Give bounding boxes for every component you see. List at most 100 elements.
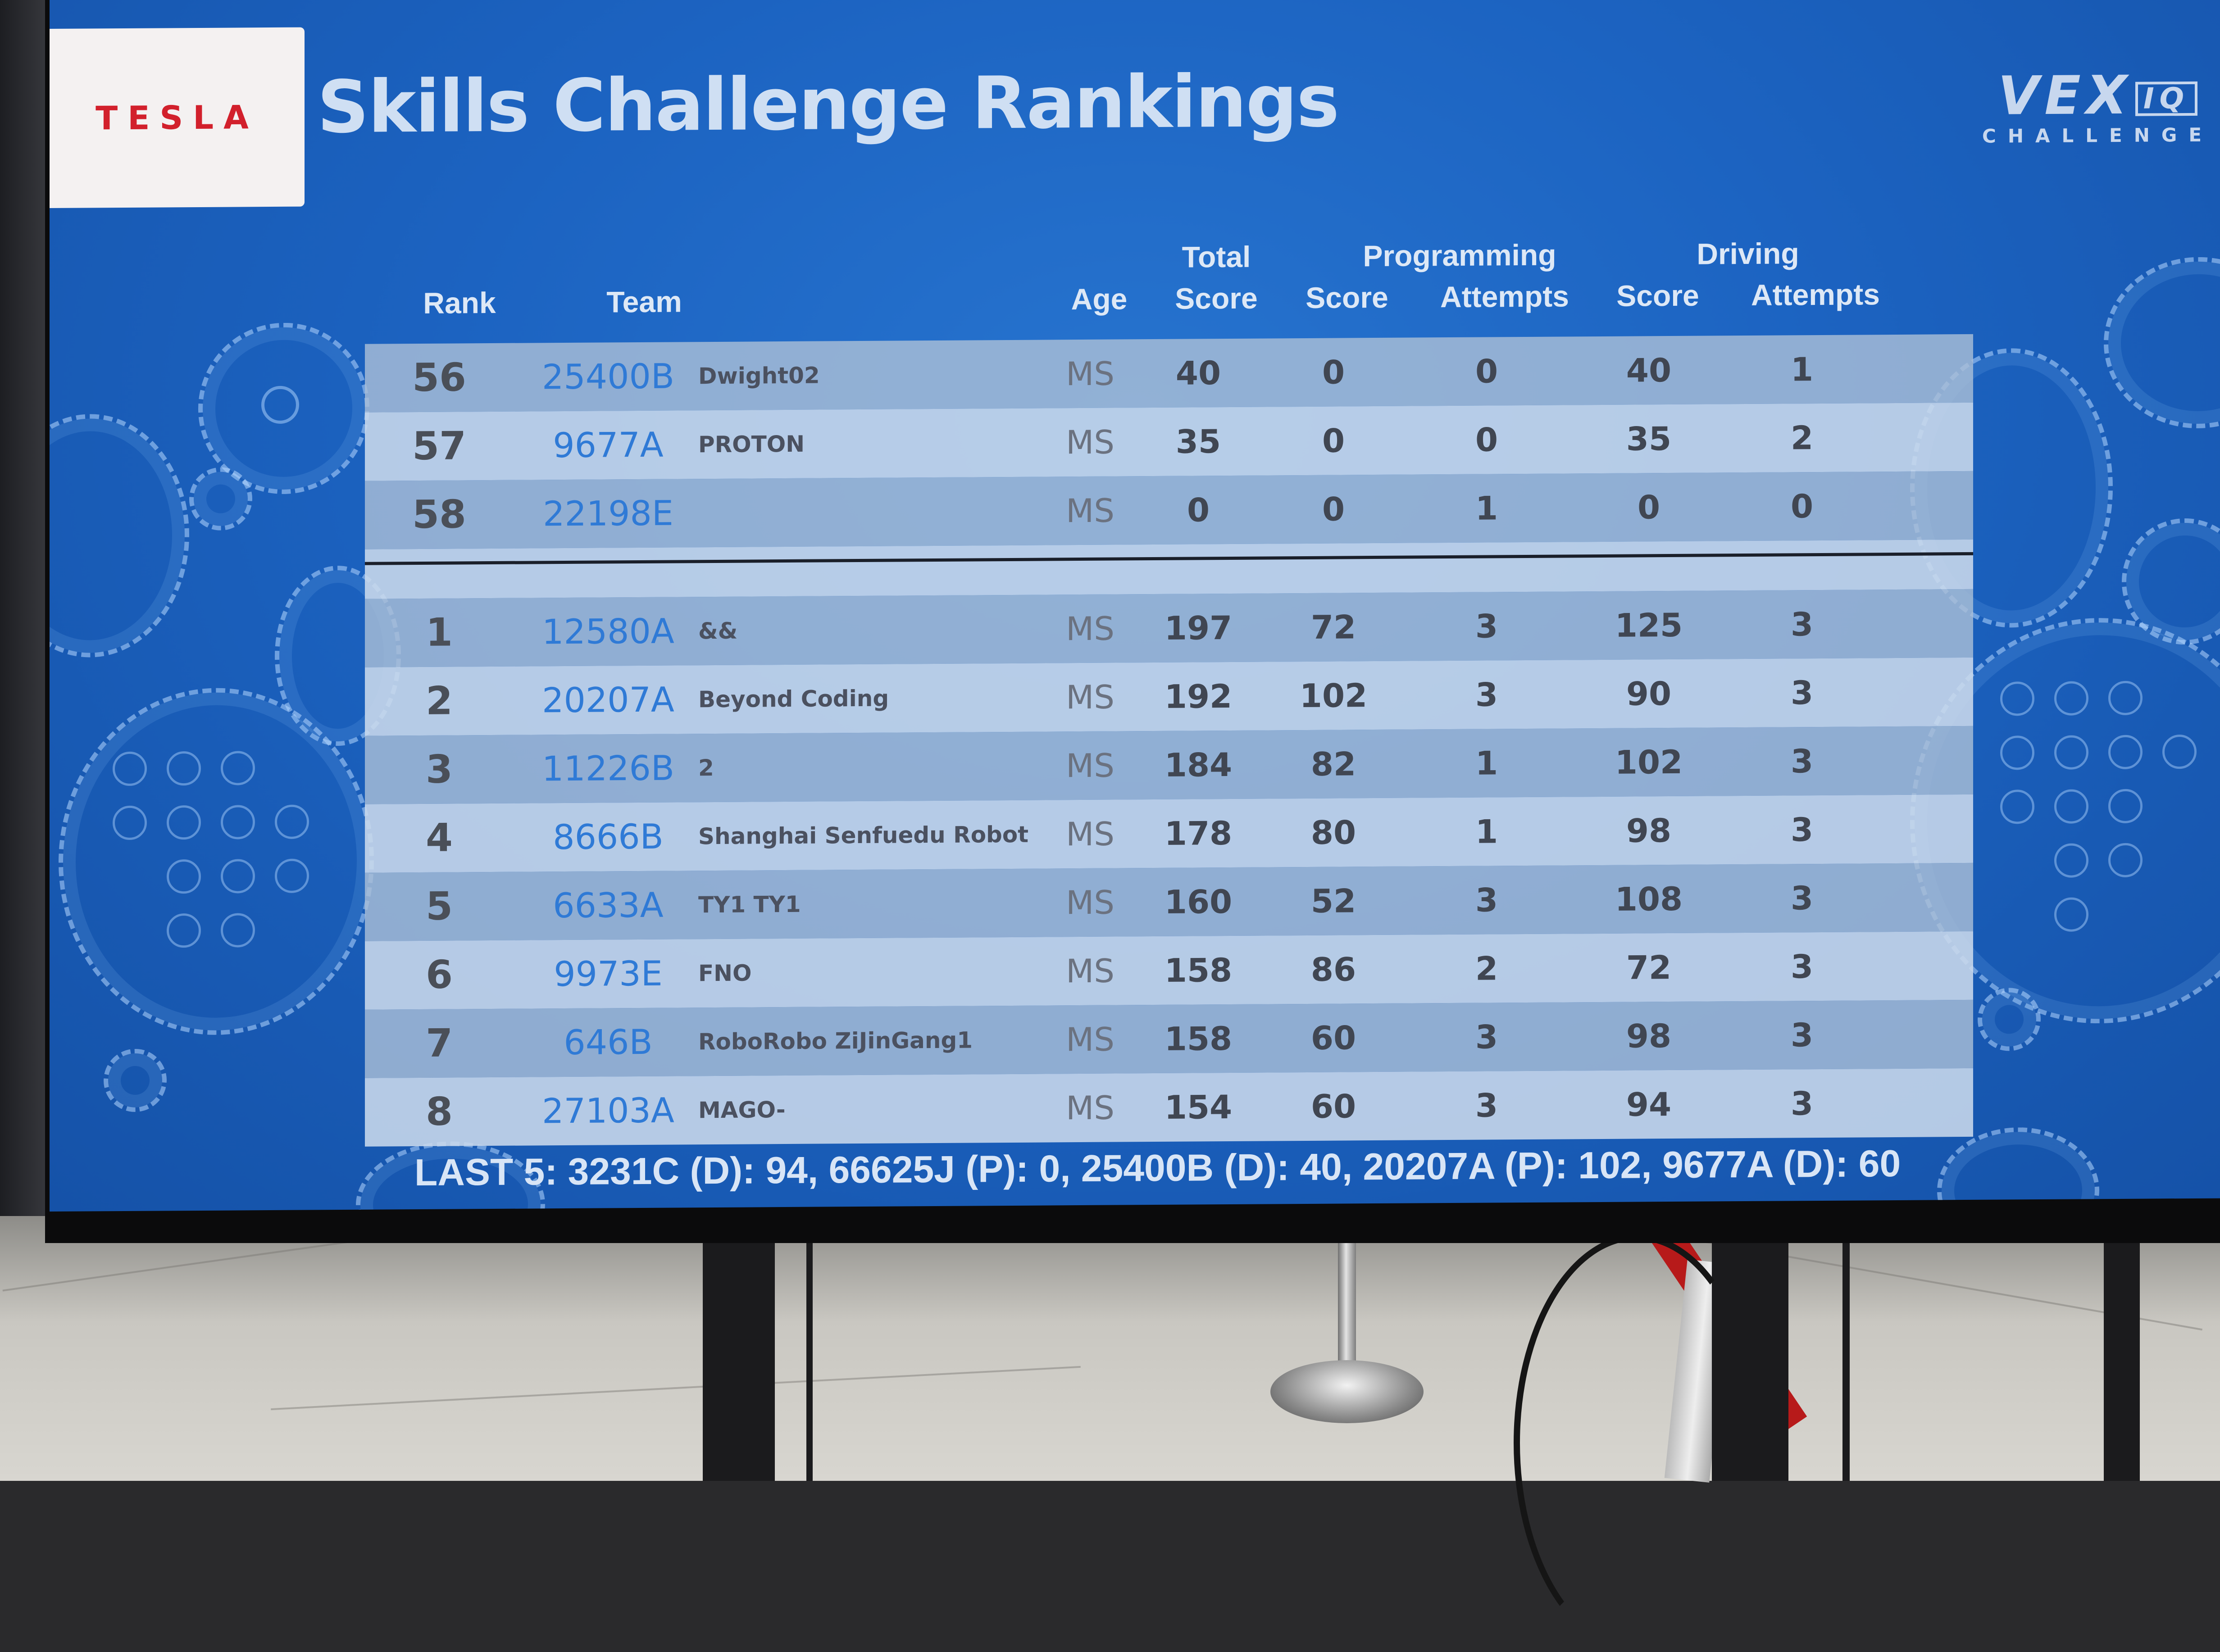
rank-cell: 6 (426, 952, 453, 998)
gear-decoration (2104, 256, 2220, 429)
gear-decoration (1978, 987, 2041, 1051)
rank-cell: 56 (412, 355, 466, 401)
team-name-cell: && (698, 617, 738, 644)
programming-attempts-cell: 1 (1475, 744, 1498, 782)
gear-decoration (59, 687, 374, 1036)
driving-attempts-cell: 3 (1790, 742, 1814, 781)
table-row: 8 27103A MAGO- MS 154 60 3 94 3 (365, 1068, 1973, 1147)
rank-cell: 57 (412, 423, 466, 469)
driving-attempts-cell: 3 (1790, 811, 1814, 849)
team-number-cell: 12580A (542, 611, 674, 652)
column-group-programming: Programming (1363, 238, 1556, 273)
age-cell: MS (1066, 883, 1115, 922)
total-score-cell: 192 (1164, 677, 1233, 716)
team-number-cell: 646B (564, 1021, 653, 1063)
column-header-total-score: Score (1175, 281, 1258, 315)
cable (806, 1234, 813, 1481)
age-cell: MS (1066, 354, 1115, 393)
rank-cell: 7 (426, 1021, 453, 1066)
rank-cell: 4 (426, 815, 453, 861)
age-cell: MS (1066, 678, 1115, 717)
programming-score-cell: 0 (1322, 353, 1345, 391)
rank-cell: 1 (426, 610, 453, 655)
table-divider (365, 539, 1973, 599)
age-cell: MS (1066, 491, 1115, 530)
team-number-cell: 9677A (553, 424, 664, 466)
team-name-cell (698, 477, 1032, 548)
age-cell: MS (1066, 746, 1115, 785)
team-name-cell: MAGO- (698, 1097, 786, 1124)
table-row: 6 9973E FNO MS 158 86 2 72 3 (365, 931, 1973, 1010)
driving-score-cell: 102 (1615, 743, 1683, 781)
tv-stand-leg (2104, 1234, 2140, 1481)
column-group-driving: Driving (1697, 236, 1799, 271)
team-number-cell: 6633A (553, 885, 664, 926)
team-number-cell: 22198E (543, 493, 673, 534)
age-cell: MS (1066, 815, 1115, 853)
column-header-programming-score: Score (1306, 280, 1388, 314)
team-name-cell: Beyond Coding (698, 685, 889, 713)
team-name-cell: Shanghai Senfuedu Robot E (698, 821, 1032, 850)
column-header-programming-attempts: Attempts (1440, 279, 1569, 314)
driving-score-cell: 94 (1626, 1085, 1672, 1124)
age-cell: MS (1066, 1089, 1115, 1127)
driving-score-cell: 98 (1626, 1017, 1672, 1055)
total-score-cell: 0 (1187, 491, 1210, 529)
column-header-age: Age (1071, 282, 1128, 316)
team-name-cell: FNO (698, 960, 752, 987)
gear-decoration (1937, 1127, 2099, 1212)
rank-cell: 58 (412, 492, 466, 538)
programming-score-cell: 80 (1310, 813, 1356, 852)
team-number-cell: 9973E (554, 953, 663, 994)
driving-score-cell: 125 (1615, 606, 1683, 644)
programming-score-cell: 72 (1310, 608, 1356, 646)
stanchion-base (1270, 1360, 1424, 1423)
driving-score-cell: 90 (1626, 675, 1672, 713)
programming-score-cell: 0 (1322, 490, 1345, 528)
table-row: 56 25400B Dwight02 MS 40 0 0 40 1 (365, 334, 1973, 413)
driving-attempts-cell: 3 (1790, 948, 1814, 986)
gear-decoration (50, 413, 189, 658)
cable (1842, 1234, 1850, 1481)
total-score-cell: 178 (1164, 814, 1233, 853)
driving-score-cell: 108 (1615, 880, 1683, 918)
driving-attempts-cell: 3 (1790, 1085, 1814, 1123)
team-number-cell: 11226B (542, 748, 674, 789)
venue-floor (0, 1211, 2220, 1481)
programming-attempts-cell: 1 (1475, 489, 1498, 527)
programming-score-cell: 60 (1310, 1087, 1356, 1126)
driving-attempts-cell: 3 (1790, 1016, 1814, 1054)
column-header-driving-score: Score (1616, 278, 1699, 313)
stanchion-pole (1338, 1234, 1356, 1383)
driving-attempts-cell: 0 (1790, 487, 1814, 526)
total-score-cell: 158 (1164, 1019, 1233, 1058)
age-cell: MS (1066, 423, 1115, 462)
table-row: 58 22198E MS 0 0 1 0 0 (365, 471, 1973, 549)
programming-attempts-cell: 0 (1475, 421, 1498, 459)
driving-attempts-cell: 1 (1790, 350, 1814, 389)
tesla-logo-box: TESLA (50, 27, 305, 209)
programming-attempts-cell: 3 (1475, 607, 1498, 645)
age-cell: MS (1066, 609, 1115, 648)
tv-stand-leg (703, 1234, 775, 1481)
team-name-cell: Dwight02 (698, 362, 820, 390)
table-row: 1 12580A && MS 197 72 3 125 3 (365, 589, 1973, 667)
rank-cell: 3 (426, 747, 453, 792)
table-row: 4 8666B Shanghai Senfuedu Robot E MS 178… (365, 794, 1973, 873)
rank-cell: 2 (426, 678, 453, 724)
programming-attempts-cell: 0 (1475, 352, 1498, 390)
rank-cell: 5 (426, 884, 453, 929)
driving-score-cell: 35 (1626, 420, 1672, 458)
power-cable (1514, 1234, 1761, 1652)
table-row: 57 9677A PROTON MS 35 0 0 35 2 (365, 402, 1973, 481)
column-header-rank: Rank (423, 286, 496, 320)
total-score-cell: 184 (1164, 745, 1233, 784)
team-number-cell: 25400B (542, 356, 674, 397)
vex-wordmark: VEX (1997, 64, 2133, 127)
page-title: Skills Challenge Rankings (317, 59, 1339, 150)
total-score-cell: 40 (1175, 354, 1221, 392)
table-row: 5 6633A TY1 TY1 MS 160 52 3 108 3 (365, 862, 1973, 941)
total-score-cell: 197 (1164, 608, 1233, 647)
column-header-team: Team (606, 285, 682, 319)
programming-attempts-cell: 1 (1475, 812, 1498, 851)
